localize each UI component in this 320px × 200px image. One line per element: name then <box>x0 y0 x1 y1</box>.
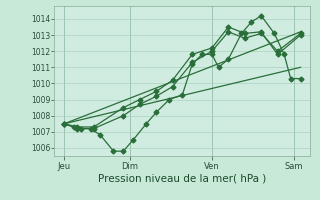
X-axis label: Pression niveau de la mer( hPa ): Pression niveau de la mer( hPa ) <box>98 173 267 183</box>
